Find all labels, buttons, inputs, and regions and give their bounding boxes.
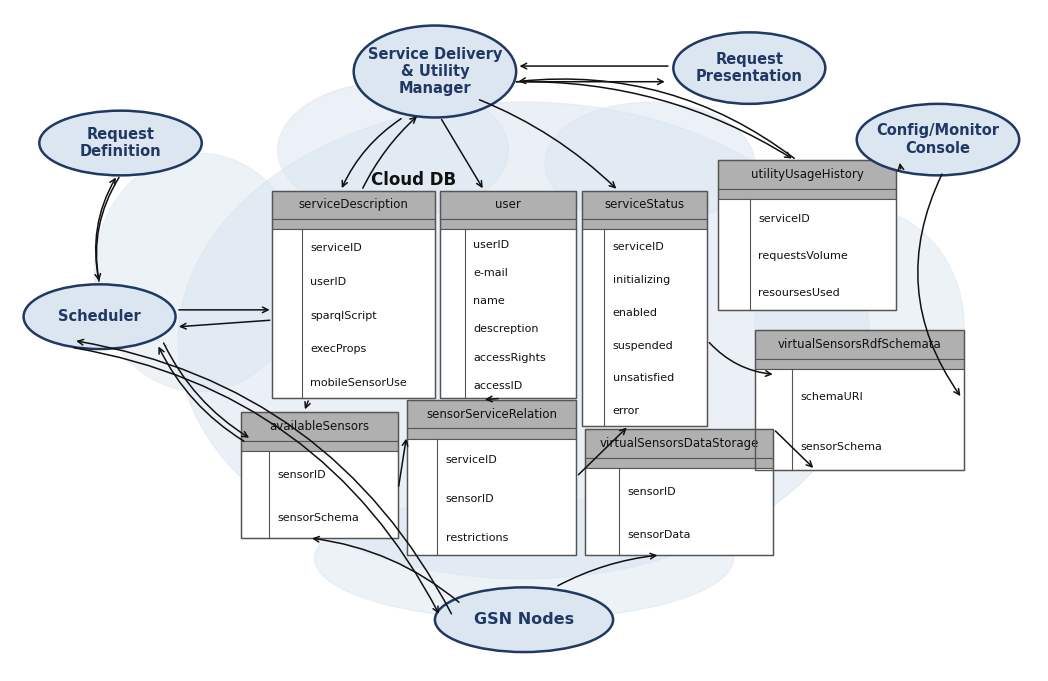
Text: Request
Presentation: Request Presentation xyxy=(696,52,803,84)
Text: descreption: descreption xyxy=(473,324,539,334)
Bar xyxy=(407,400,576,555)
Bar xyxy=(440,219,576,229)
Bar xyxy=(585,429,773,458)
Text: execProps: execProps xyxy=(310,345,367,354)
Text: virtualSensorsRdfSchemata: virtualSensorsRdfSchemata xyxy=(778,338,941,351)
Bar xyxy=(755,359,964,369)
Bar xyxy=(440,229,576,398)
Text: Config/Monitor
Console: Config/Monitor Console xyxy=(876,123,1000,156)
Ellipse shape xyxy=(314,497,734,620)
Text: Cloud DB: Cloud DB xyxy=(371,172,457,189)
Text: Request
Definition: Request Definition xyxy=(80,127,161,159)
Text: e-mail: e-mail xyxy=(473,268,508,278)
Bar xyxy=(718,189,896,199)
Text: serviceStatus: serviceStatus xyxy=(605,198,684,212)
Text: sparqlScript: sparqlScript xyxy=(310,311,376,321)
Bar xyxy=(241,451,398,538)
Text: sensorSchema: sensorSchema xyxy=(278,513,359,524)
Text: sensorData: sensorData xyxy=(627,530,691,541)
Text: sensorID: sensorID xyxy=(278,470,326,480)
Text: utilityUsageHistory: utilityUsageHistory xyxy=(750,168,864,181)
Bar xyxy=(582,191,707,219)
Bar xyxy=(585,429,773,555)
Text: userID: userID xyxy=(310,277,346,287)
Ellipse shape xyxy=(857,104,1019,176)
Bar xyxy=(582,219,707,229)
Ellipse shape xyxy=(278,82,508,218)
Text: availableSensors: availableSensors xyxy=(269,419,370,433)
Ellipse shape xyxy=(40,111,201,176)
Ellipse shape xyxy=(24,285,175,349)
Bar xyxy=(407,400,576,428)
Text: enabled: enabled xyxy=(613,308,658,318)
Text: Service Delivery
& Utility
Manager: Service Delivery & Utility Manager xyxy=(368,46,502,97)
Ellipse shape xyxy=(94,153,304,392)
Text: accessID: accessID xyxy=(473,381,522,391)
Bar xyxy=(718,199,896,310)
Bar xyxy=(241,441,398,451)
Text: sensorSchema: sensorSchema xyxy=(801,442,882,452)
Text: user: user xyxy=(496,198,521,212)
Bar xyxy=(718,160,896,310)
Text: requestsVolume: requestsVolume xyxy=(759,251,848,262)
Text: name: name xyxy=(473,296,505,306)
Text: schemaURI: schemaURI xyxy=(801,392,864,402)
Bar xyxy=(585,468,773,555)
Bar xyxy=(241,412,398,441)
Text: resoursesUsed: resoursesUsed xyxy=(759,288,840,298)
Bar xyxy=(272,191,435,219)
Ellipse shape xyxy=(178,102,870,579)
Bar xyxy=(718,160,896,189)
Text: error: error xyxy=(613,406,639,416)
Ellipse shape xyxy=(755,208,964,446)
Bar xyxy=(755,330,964,359)
Bar xyxy=(582,229,707,426)
Text: GSN Nodes: GSN Nodes xyxy=(474,612,574,627)
Text: mobileSensorUse: mobileSensorUse xyxy=(310,378,407,388)
Text: serviceID: serviceID xyxy=(445,455,498,465)
Text: sensorID: sensorID xyxy=(627,487,676,497)
Text: sensorServiceRelation: sensorServiceRelation xyxy=(425,407,558,421)
Text: serviceID: serviceID xyxy=(613,242,664,253)
Bar xyxy=(755,369,964,470)
Ellipse shape xyxy=(435,587,613,652)
Text: accessRights: accessRights xyxy=(473,353,546,362)
Text: userID: userID xyxy=(473,240,509,250)
Ellipse shape xyxy=(673,33,826,104)
Bar xyxy=(272,229,435,398)
Bar xyxy=(272,219,435,229)
Text: suspended: suspended xyxy=(613,340,674,351)
Bar xyxy=(585,458,773,468)
Bar xyxy=(440,191,576,398)
Text: serviceID: serviceID xyxy=(759,215,810,224)
Text: Scheduler: Scheduler xyxy=(59,309,140,324)
Bar xyxy=(407,428,576,439)
Ellipse shape xyxy=(353,25,516,117)
Text: initializing: initializing xyxy=(613,275,670,285)
Bar xyxy=(272,191,435,398)
Bar xyxy=(582,191,707,426)
Text: restrictions: restrictions xyxy=(445,533,508,543)
Ellipse shape xyxy=(545,102,755,225)
Text: virtualSensorsDataStorage: virtualSensorsDataStorage xyxy=(599,437,759,450)
Text: unsatisfied: unsatisfied xyxy=(613,373,674,383)
Bar xyxy=(241,412,398,538)
Text: sensorID: sensorID xyxy=(445,494,495,504)
Bar xyxy=(755,330,964,470)
Bar xyxy=(440,191,576,219)
Bar xyxy=(407,439,576,555)
Text: serviceID: serviceID xyxy=(310,243,362,253)
Text: serviceDescription: serviceDescription xyxy=(299,198,409,212)
